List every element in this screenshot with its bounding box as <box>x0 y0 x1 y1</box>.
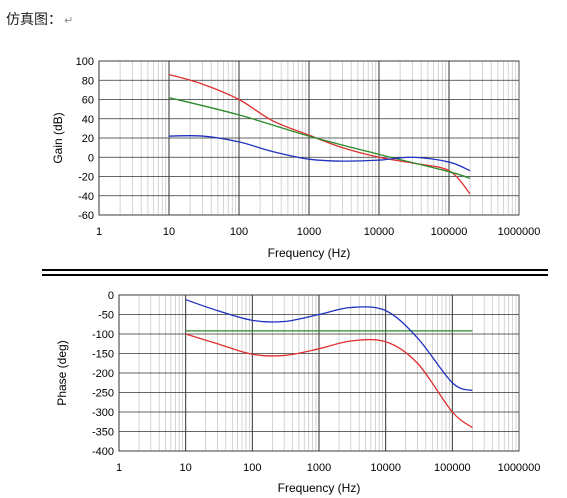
x-tick-label: 1000 <box>297 226 321 238</box>
y-tick-label: -40 <box>78 191 94 203</box>
series-line-2 <box>185 299 473 392</box>
y-tick-label: 40 <box>82 114 94 126</box>
y-tick-label: 20 <box>82 133 94 145</box>
return-mark-icon: ↵ <box>64 14 74 27</box>
x-tick-label: 100 <box>243 462 261 474</box>
x-tick-label: 10000 <box>370 462 401 474</box>
y-tick-label: -200 <box>92 368 114 380</box>
gain-tick-labels: 100 80 60 40 20 0 -20 -40 -601 10 100 1000 10000 1000… <box>76 56 541 238</box>
figure-caption: 仿真图： ↵ <box>6 9 73 29</box>
gain-series <box>168 73 471 195</box>
x-tick-label: 100000 <box>434 462 471 474</box>
y-tick-label: -100 <box>92 329 114 341</box>
gain-grid <box>98 60 519 216</box>
y-tick-label: -50 <box>98 310 114 322</box>
y-tick-label: 60 <box>82 95 94 107</box>
x-tick-label: 100 <box>230 226 248 238</box>
series-line-0 <box>185 333 473 429</box>
x-tick-label: 10 <box>163 226 175 238</box>
caption-text: 仿真图： <box>6 12 62 28</box>
x-tick-label: 1000 <box>307 462 331 474</box>
y-tick-label: -400 <box>92 446 114 458</box>
x-tick-label: 100000 <box>431 226 468 238</box>
series-line-2 <box>168 135 471 172</box>
y-tick-label: -300 <box>92 407 114 419</box>
y-tick-label: -250 <box>92 388 114 400</box>
gain-y-axis-label: Gain (dB) <box>51 112 65 163</box>
x-tick-label: 10000 <box>364 226 395 238</box>
series-line-1 <box>168 96 471 180</box>
x-tick-label: 1 <box>116 462 122 474</box>
phase-grid <box>118 294 519 452</box>
gain-x-axis-label: Frequency (Hz) <box>268 246 351 260</box>
phase-x-axis-label: Frequency (Hz) <box>278 481 361 495</box>
y-tick-label: 100 <box>76 56 94 68</box>
y-tick-label: 80 <box>82 75 94 87</box>
phase-y-axis-label: Phase (deg) <box>55 340 69 405</box>
x-tick-label: 1000000 <box>498 462 541 474</box>
phase-series <box>185 299 473 429</box>
y-tick-label: -150 <box>92 349 114 361</box>
series-line-0 <box>168 73 471 195</box>
y-tick-label: -60 <box>78 210 94 222</box>
x-tick-label: 10 <box>180 462 192 474</box>
x-tick-label: 1 <box>96 226 102 238</box>
y-tick-label: 0 <box>88 152 94 164</box>
y-tick-label: -350 <box>92 427 114 439</box>
y-tick-label: -20 <box>78 172 94 184</box>
y-tick-label: 0 <box>108 290 114 302</box>
x-tick-label: 1000000 <box>498 226 541 238</box>
